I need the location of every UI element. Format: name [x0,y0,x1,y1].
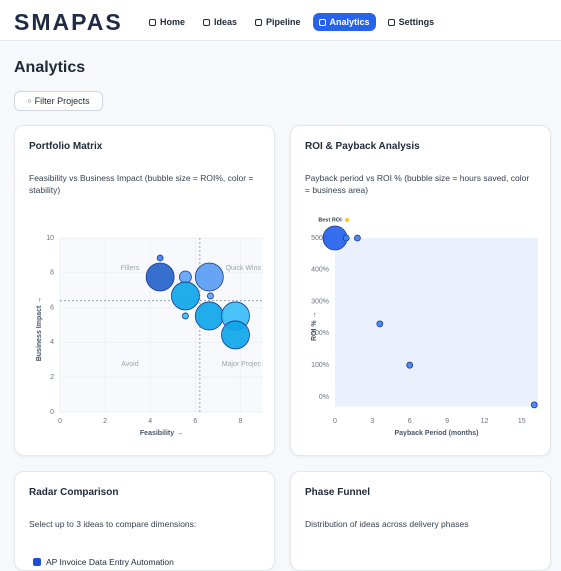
x-tick-label: 6 [193,418,197,425]
filter-icon: ○ [27,97,32,105]
card-text: Distribution of ideas across delivery ph… [305,519,469,529]
checkbox[interactable] [33,558,41,566]
nav-icon [318,18,326,26]
quadrant-label: Quick Wins [226,265,262,272]
nav: Home Ideas Pipeline Analytics Settings [143,13,440,31]
quadrant-label: Avoid [121,361,138,368]
filter-button[interactable]: ○ Filter Projects [14,91,103,111]
x-tick-label: 3 [370,418,374,425]
logo[interactable]: SMAPAS [14,9,123,35]
chart-card: Portfolio Matrix Feasibility vs Business… [14,125,275,456]
nav-icon [203,18,211,26]
chart-title: Portfolio Matrix [29,141,103,152]
y-axis-label: Business Impact → [36,297,43,362]
bubble [179,270,192,284]
y-tick-label: 8 [50,270,54,277]
nav-label: Analytics [329,17,370,27]
x-tick-label: 15 [518,418,526,425]
y-tick-label: 0 [50,409,54,416]
radar-card: Radar Comparison Select up to 3 ideas to… [14,471,275,571]
y-tick-label: 4 [50,339,54,346]
bubble [194,301,224,331]
x-tick-label: 12 [481,418,489,425]
nav-item[interactable]: Pipeline [249,13,307,31]
nav-label: Settings [398,17,435,27]
page-title: Analytics [14,59,86,76]
bubble [406,361,414,369]
quadrant-label: Major Projec [222,361,262,368]
card-title: Phase Funnel [305,487,371,498]
y-tick-label: 2 [50,374,54,381]
y-tick-label: 10 [46,235,54,242]
bubble [354,234,361,242]
x-tick-label: 0 [58,418,62,425]
x-tick-label: 6 [408,418,412,425]
nav-label: Home [160,17,186,27]
bubble [376,320,384,328]
idea-label: AP Invoice Data Entry Automation [46,557,174,567]
nav-item[interactable]: Home [143,13,191,31]
chart-subtitle: Feasibility vs Business Impact (bubble s… [29,173,254,195]
nav-label: Ideas [214,17,238,27]
filter-label: Filter Projects [34,96,90,106]
bubble [530,401,538,409]
bubble [221,320,250,350]
y-tick-label: 6 [50,304,54,311]
annotation-icon [345,218,349,222]
bubble [207,292,214,300]
card-text: Select up to 3 ideas to compare dimensio… [29,519,197,529]
bubble [171,281,200,311]
y-tick-label: 200% [311,330,329,337]
bubble [156,254,164,262]
idea-checkbox[interactable]: AP Invoice Data Entry Automation [33,557,174,567]
bubble [145,262,175,292]
plot-background [335,238,538,407]
nav-item[interactable]: Settings [382,13,441,31]
x-axis-label: Feasibility → [140,430,183,437]
y-tick-label: 0% [319,394,329,401]
x-tick-label: 2 [103,418,107,425]
x-tick-label: 4 [148,418,152,425]
y-tick-label: 300% [311,298,329,305]
nav-icon [149,18,156,26]
card-title: Radar Comparison [29,487,119,498]
y-tick-label: 500% [311,235,329,242]
x-axis-label: Payback Period (months) [394,430,478,437]
x-tick-label: 8 [238,418,242,425]
chart: 0 2 4 6 8 10 0 2 4 6 8 Feasibility → Business Impact… [36,235,263,437]
y-axis-label: ROI % → [311,311,318,341]
header: SMAPAS Home Ideas Pipeline Analytics Setting… [0,0,561,41]
x-tick-label: 0 [333,418,337,425]
nav-label: Pipeline [266,17,301,27]
y-tick-label: 400% [311,267,329,274]
annotation: Best ROI [318,217,342,223]
chart-title: ROI & Payback Analysis [305,141,420,152]
chart-card: ROI & Payback Analysis Payback period vs… [290,125,551,456]
bubble [182,312,189,320]
bubble [342,234,350,242]
nav-item[interactable]: Analytics [312,13,376,31]
y-tick-label: 100% [311,362,329,369]
chart-subtitle: Payback period vs ROI % (bubble size = h… [305,173,530,195]
bubble [194,262,224,292]
x-tick-label: 9 [445,418,449,425]
chart: 0% 100% 200% 300% 400% 500% 0 3 6 9 12 15 Payback Pe… [311,217,538,437]
nav-item[interactable]: Ideas [197,13,243,31]
nav-icon [387,18,395,26]
quadrant-label: Fillers [121,265,140,272]
funnel-card: Phase Funnel Distribution of ideas acros… [290,471,551,571]
nav-icon [255,18,263,26]
